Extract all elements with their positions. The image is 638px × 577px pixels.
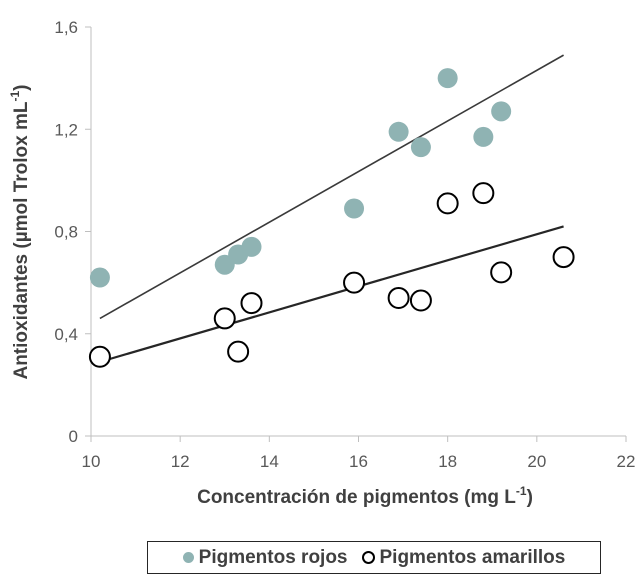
legend-label-rojos: Pigmentos rojos xyxy=(198,546,348,568)
y-axis-title: Antioxidantes (µmol Trolox mL-1) xyxy=(8,84,32,379)
point-amarillos xyxy=(88,345,111,368)
point-rojos xyxy=(388,121,409,142)
point-amarillos xyxy=(552,246,575,269)
trendlines xyxy=(99,54,564,363)
trendline-rojos xyxy=(99,54,564,320)
x-tick-label: 16 xyxy=(349,452,368,471)
point-rojos xyxy=(241,236,262,257)
y-axis-title-sup: -1 xyxy=(8,90,22,101)
x-tick-label: 14 xyxy=(260,452,279,471)
point-amarillos xyxy=(227,340,250,363)
point-rojos xyxy=(410,137,431,158)
y-tick-label: 1,6 xyxy=(54,18,78,37)
y-tick-label: 0 xyxy=(69,427,78,446)
data-points xyxy=(88,68,575,368)
legend-item-amarillos: Pigmentos amarillos xyxy=(361,546,566,569)
point-amarillos xyxy=(387,286,410,309)
x-axis-title-sup: -1 xyxy=(516,484,527,498)
legend-swatch-hollow xyxy=(361,551,375,564)
point-amarillos xyxy=(436,192,459,215)
legend: Pigmentos rojos Pigmentos amarillos xyxy=(147,541,601,574)
x-axis-title-text: Concentración de pigmentos (mg L xyxy=(197,487,516,508)
y-tick-label: 0,8 xyxy=(54,223,78,242)
point-amarillos xyxy=(490,261,513,284)
point-rojos xyxy=(491,101,512,122)
point-amarillos xyxy=(472,182,495,205)
point-rojos xyxy=(89,267,110,288)
point-amarillos xyxy=(240,292,263,315)
legend-item-rojos: Pigmentos rojos xyxy=(182,546,348,569)
x-tick-label: 10 xyxy=(82,452,101,471)
y-tick-label: 1,2 xyxy=(54,120,78,139)
x-ticks: 10 12 14 16 18 20 22 xyxy=(82,436,636,471)
point-rojos xyxy=(344,198,365,219)
x-tick-label: 22 xyxy=(617,452,636,471)
scatter-chart: 10 12 14 16 18 20 22 0 0,4 0,8 1,2 1,6 Concentraci… xyxy=(8,18,636,508)
y-tick-label: 0,4 xyxy=(54,325,78,344)
y-axis-title-text: Antioxidantes (µmol Trolox mL xyxy=(11,101,32,379)
x-tick-label: 12 xyxy=(171,452,190,471)
y-ticks: 0 0,4 0,8 1,2 1,6 xyxy=(54,18,91,446)
point-amarillos xyxy=(343,271,366,294)
x-axis-title: Concentración de pigmentos (mg L-1) xyxy=(197,484,533,508)
legend-swatch-filled xyxy=(182,552,194,563)
x-tick-label: 18 xyxy=(438,452,457,471)
point-amarillos xyxy=(213,307,236,330)
y-axis-title-close: ) xyxy=(11,84,32,90)
point-rojos xyxy=(473,126,494,147)
point-amarillos xyxy=(409,289,432,312)
point-rojos xyxy=(437,68,458,89)
x-axis-title-close: ) xyxy=(527,487,533,508)
trendline-amarillos xyxy=(99,225,564,363)
legend-label-amarillos: Pigmentos amarillos xyxy=(379,546,566,568)
x-tick-label: 20 xyxy=(527,452,546,471)
